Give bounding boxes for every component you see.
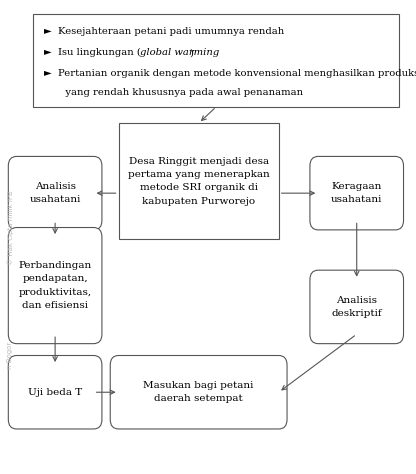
FancyBboxPatch shape (119, 123, 279, 239)
FancyBboxPatch shape (8, 228, 102, 344)
Text: Keragaan
usahatani: Keragaan usahatani (331, 182, 382, 204)
FancyBboxPatch shape (110, 356, 287, 429)
Text: Analisis
deskriptif: Analisis deskriptif (332, 296, 382, 318)
Text: ►  Kesejahteraan petani padi umumnya rendah: ► Kesejahteraan petani padi umumnya rend… (44, 27, 284, 36)
Text: ►  Isu lingkungan (: ► Isu lingkungan ( (44, 48, 141, 57)
Text: global warming: global warming (140, 48, 220, 57)
Text: ►  Pertanian organik dengan metode konvensional menghasilkan produksi: ► Pertanian organik dengan metode konven… (44, 69, 416, 78)
FancyBboxPatch shape (310, 156, 404, 230)
Text: Uji beda T: Uji beda T (28, 388, 82, 397)
Text: n Bogor: n Bogor (7, 342, 13, 369)
Text: yang rendah khususnya pada awal penanaman: yang rendah khususnya pada awal penanama… (56, 88, 303, 97)
Text: © Hak cipta milik IPB: © Hak cipta milik IPB (7, 190, 14, 265)
Text: Masukan bagi petani
daerah setempat: Masukan bagi petani daerah setempat (144, 381, 254, 403)
Text: Desa Ringgit menjadi desa
pertama yang menerapkan
metode SRI organik di
kabupate: Desa Ringgit menjadi desa pertama yang m… (128, 157, 270, 206)
FancyBboxPatch shape (8, 356, 102, 429)
FancyBboxPatch shape (310, 270, 404, 344)
Text: Analisis
usahatani: Analisis usahatani (30, 182, 81, 204)
Text: Perbandingan
pendapatan,
produktivitas,
dan efisiensi: Perbandingan pendapatan, produktivitas, … (18, 261, 92, 310)
FancyBboxPatch shape (33, 14, 399, 107)
Text: ): ) (189, 48, 193, 57)
FancyBboxPatch shape (8, 156, 102, 230)
